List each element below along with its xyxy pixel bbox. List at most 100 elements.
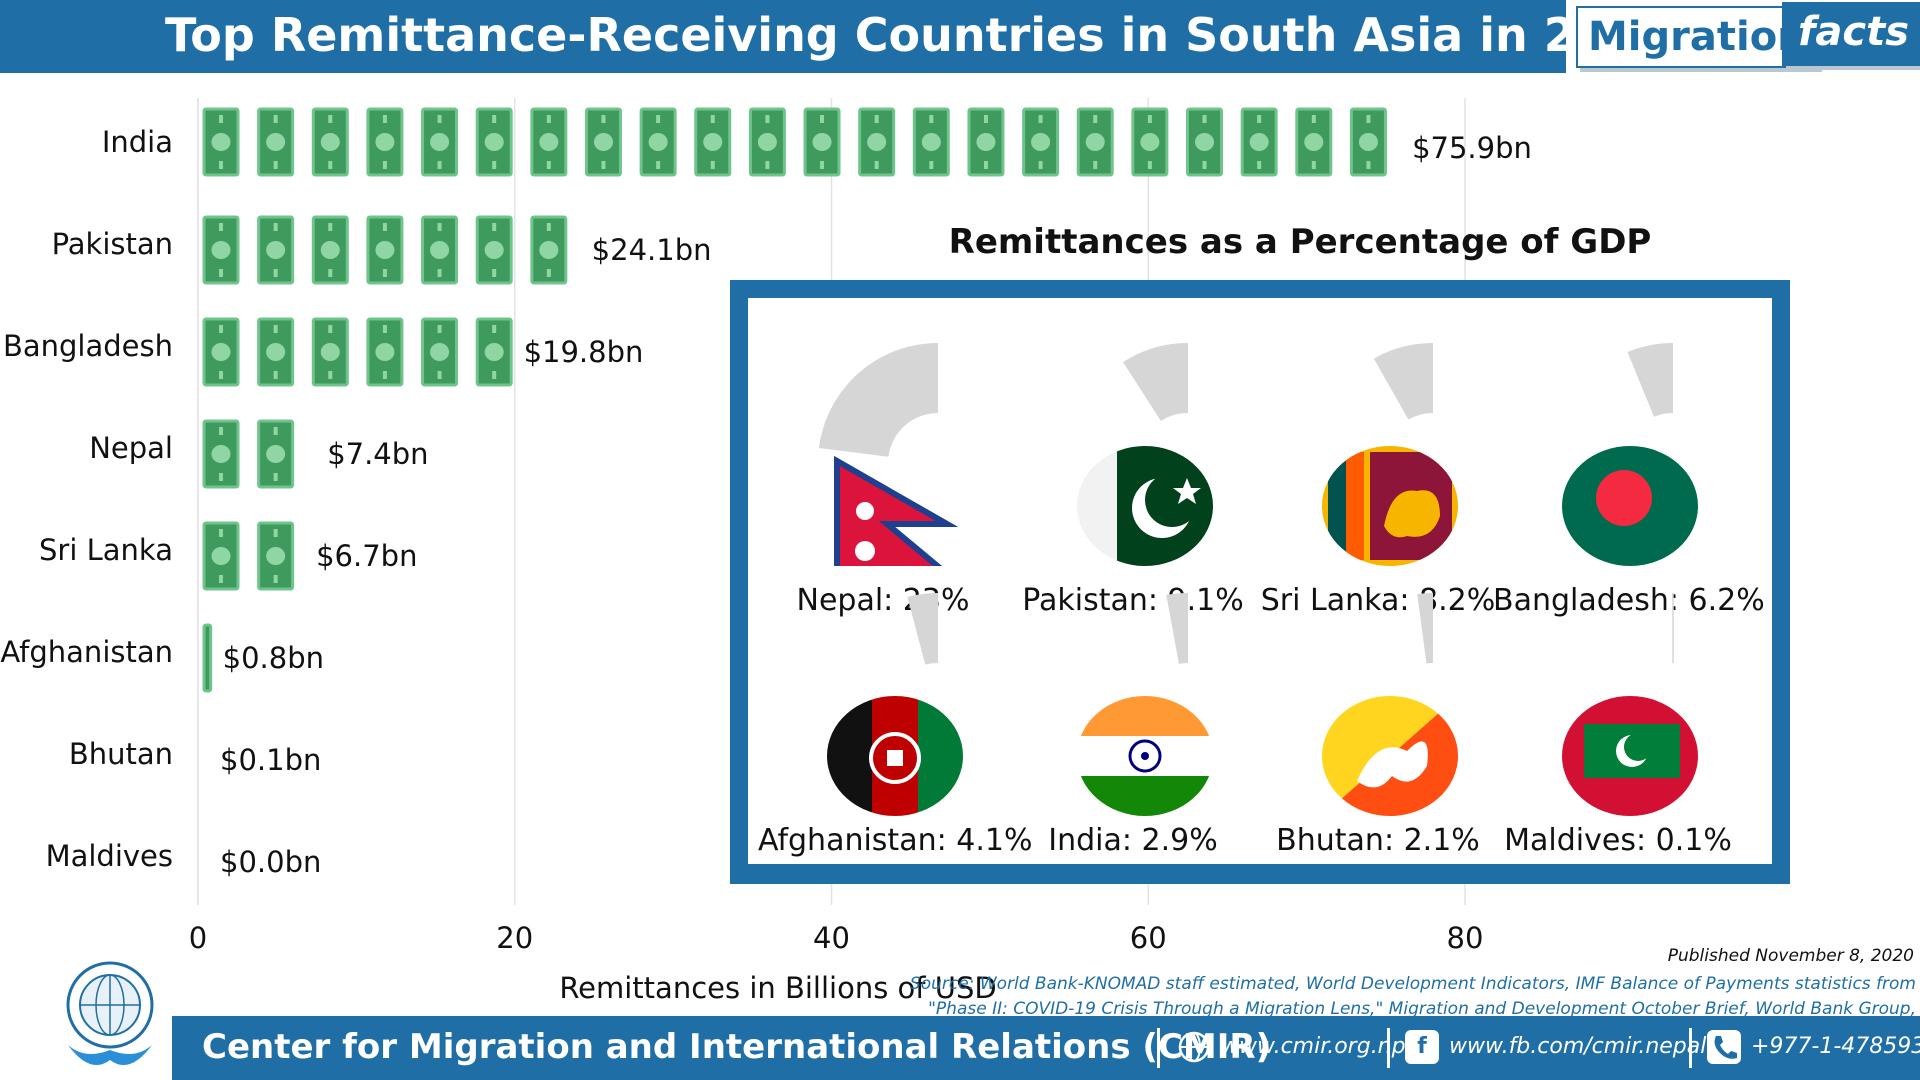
bangladesh-flag-icon [1562,446,1698,566]
banknote-mark [929,161,934,169]
logo-text-migration: Migration [1576,6,1818,68]
banknote-mark [765,115,770,123]
website-text: www.cmir.org.np [1221,1034,1406,1059]
gdp-panel-frame: Nepal: 23% Pakistan: 9.1% Sri Lanka: 8.2% B… [730,280,1790,884]
footer-website[interactable]: www.cmir.org.np [1177,1016,1406,1080]
gdp-cell: Bangladesh: 6.2% [1493,338,1765,618]
y-category-label: Nepal [89,431,173,465]
india-chakra-hub [1141,752,1149,760]
banknote-icon [475,215,513,285]
footer-divider [1157,1028,1160,1068]
gdp-share-wedge [1672,593,1674,663]
banknote-mark [1202,115,1207,123]
banknote-center [430,133,450,151]
banknote-mark [1257,161,1262,169]
gdp-cell: Nepal: 23% [758,338,1008,618]
bar-value-label: $0.8bn [223,641,324,675]
banknote-mark [328,325,333,333]
banknote-center [867,133,887,151]
gdp-wedge-slice [1627,343,1673,417]
banknote-icon [202,623,213,693]
banknote-mark [710,115,715,123]
y-category-label: Afghanistan [0,635,173,669]
banknote-body [202,623,213,693]
gdp-wedge-slice [907,593,938,665]
banknote-icon [257,215,295,285]
bangladesh-red-disc [1596,470,1652,526]
banknote-center [539,133,559,151]
gdp-cell: Pakistan: 9.1% [1008,338,1258,618]
banknote-mark [1038,115,1043,123]
footer-phone[interactable]: +977-1-4785931 [1707,1016,1920,1080]
banknote-mark [382,223,387,231]
x-tick-label: 60 [1130,921,1167,955]
banknote-center [484,133,504,151]
banknote-mark [273,161,278,169]
banknote-center [484,241,504,259]
footer-divider [1689,1028,1692,1068]
banknote-mark [273,473,278,481]
banknote-center [648,133,668,151]
banknote-mark [492,371,497,379]
india-chakra [1128,739,1162,773]
banknote-mark [328,115,333,123]
banknote-icon [1349,107,1387,177]
banknote-mark [492,161,497,169]
y-category-label: Sri Lanka [39,533,173,567]
banknote-center [757,133,777,151]
bar-value-label: $19.8bn [524,335,644,369]
banknote-icon [421,317,459,387]
gdp-wedge-slice [1417,593,1433,664]
banknote-mark [437,269,442,277]
source-note: Source: World Bank-KNOMAD staff estimate… [900,972,1916,1047]
sri-lanka-flag-icon [1322,446,1458,566]
gdp-share-wedge [907,593,938,665]
banknote-mark [219,427,223,435]
banknote-mark [874,161,879,169]
banknote-center [1085,133,1105,151]
banknote-mark [437,325,442,333]
banknote-mark [273,115,278,123]
banknote-mark [382,115,387,123]
banknote-center [1249,133,1269,151]
gdp-wedge-slice [1123,343,1188,421]
banknote-center [266,241,286,259]
x-tick-label: 20 [496,921,533,955]
gdp-label: Maldives: 0.1% [1504,823,1732,858]
afghanistan-flag-icon [827,696,963,816]
banknote-mark [273,427,278,435]
banknote-icon [1295,107,1333,177]
banknote-icon [421,215,459,285]
banknote-mark [601,115,606,123]
header-bar [0,0,1566,73]
banknote-mark [1311,115,1316,123]
pakistan-flag-icon [1077,446,1213,566]
banknote-mark [492,269,497,277]
banknote-center [211,445,231,463]
banknote-mark [273,223,278,231]
banknote-mark [328,161,333,169]
banknote-mark [328,269,333,277]
banknote-center [1304,133,1324,151]
gdp-share-wedge [818,343,938,457]
banknote-icon [912,107,950,177]
gdp-share-wedge [1166,593,1188,664]
gdp-cell: Bhutan: 2.1% [1253,588,1503,858]
gdp-share-wedge [1417,593,1433,664]
banknote-mark [219,115,223,123]
banknote-mark [1202,161,1207,169]
banknote-icon [257,521,295,591]
banknote-icon [202,419,240,489]
banknote-mark [1147,161,1152,169]
banknote-icon [1076,107,1114,177]
footer-facebook[interactable]: f www.fb.com/cmir.nepal [1405,1016,1706,1080]
x-tick-label: 0 [189,921,207,955]
banknote-icon [421,107,459,177]
banknote-icon [366,317,404,387]
banknote-mark [1093,115,1098,123]
banknote-icon [858,107,896,177]
banknote-icon [202,521,240,591]
banknote-mark [273,371,278,379]
india-flag-icon [1077,696,1213,816]
gdp-label: Afghanistan: 4.1% [758,823,1033,858]
